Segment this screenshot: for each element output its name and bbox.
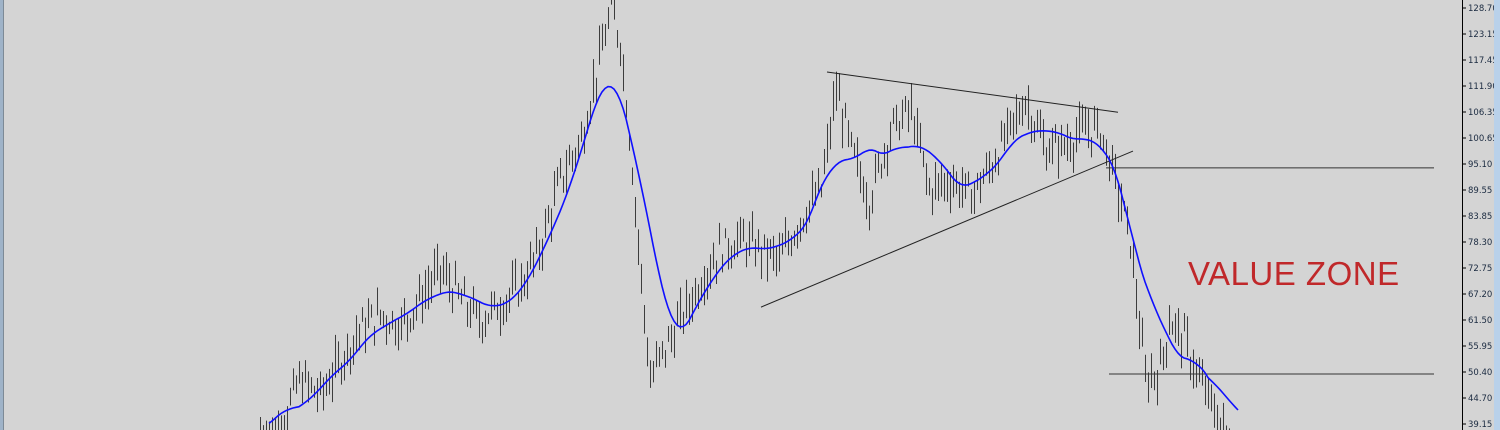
- y-tick-label: 67.20: [1468, 290, 1492, 300]
- drawn-lines: [760, 71, 1434, 375]
- price-bars: [260, 0, 1230, 430]
- triangle-upper-trendline: [826, 71, 1119, 113]
- y-tick-label: 95.10: [1468, 160, 1492, 170]
- y-tick-label: 128.70: [1468, 4, 1498, 14]
- price-axis: 128.70 123.15 117.45 111.90 106.35 100.65 95.1…: [1462, 0, 1498, 430]
- y-tick-label: 78.30: [1468, 238, 1492, 248]
- y-tick-label: 55.95: [1468, 342, 1492, 352]
- y-tick-label: 61.50: [1468, 316, 1492, 326]
- y-tick-label: 83.85: [1468, 212, 1492, 222]
- y-tick-label: 111.90: [1468, 82, 1498, 92]
- window-right-border: [1494, 0, 1500, 430]
- y-tick-label: 89.55: [1468, 186, 1492, 196]
- y-tick-label: 44.70: [1468, 394, 1492, 404]
- triangle-lower-trendline: [760, 150, 1134, 308]
- y-tick-label: 123.15: [1468, 30, 1498, 40]
- y-tick-label: 39.15: [1468, 420, 1492, 430]
- window-left-border: [0, 0, 4, 430]
- y-tick-label: 100.65: [1468, 134, 1498, 144]
- value-zone-annotation: VALUE ZONE: [1188, 255, 1400, 292]
- y-tick-label: 106.35: [1468, 108, 1498, 118]
- y-tick-label: 50.40: [1468, 368, 1492, 378]
- y-tick-label: 117.45: [1468, 56, 1498, 66]
- moving-average-line: [268, 85, 1239, 425]
- y-tick-label: 72.75: [1468, 264, 1492, 274]
